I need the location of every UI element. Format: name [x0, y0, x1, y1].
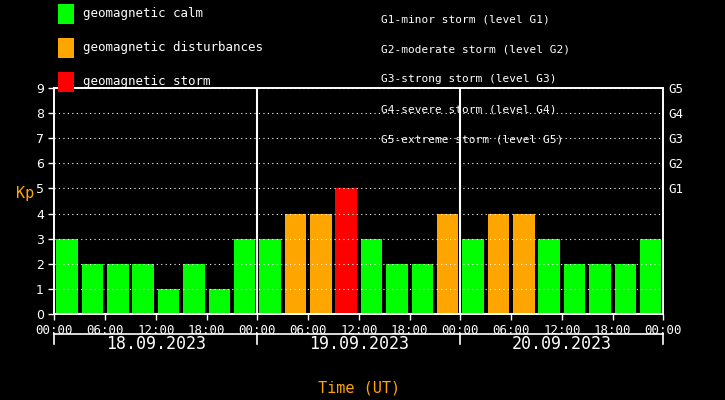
Bar [564, 264, 585, 314]
Bar [158, 289, 179, 314]
Bar [310, 214, 331, 314]
Text: geomagnetic calm: geomagnetic calm [83, 6, 203, 20]
Bar [133, 264, 154, 314]
Bar [589, 264, 610, 314]
Text: 19.09.2023: 19.09.2023 [309, 335, 409, 353]
Bar [361, 239, 382, 314]
Bar [539, 239, 560, 314]
Bar [107, 264, 128, 314]
Text: G2-moderate storm (level G2): G2-moderate storm (level G2) [381, 44, 570, 54]
Bar [260, 239, 281, 314]
Y-axis label: Kp: Kp [16, 186, 34, 201]
Text: Time (UT): Time (UT) [318, 380, 400, 395]
Bar [209, 289, 230, 314]
Bar [513, 214, 534, 314]
Bar [183, 264, 204, 314]
Text: G1-minor storm (level G1): G1-minor storm (level G1) [381, 14, 550, 24]
Bar [488, 214, 509, 314]
Bar [386, 264, 407, 314]
Text: geomagnetic storm: geomagnetic storm [83, 74, 210, 88]
Bar [412, 264, 433, 314]
Bar [82, 264, 103, 314]
Text: geomagnetic disturbances: geomagnetic disturbances [83, 40, 262, 54]
Bar [615, 264, 636, 314]
Bar [234, 239, 255, 314]
Text: 18.09.2023: 18.09.2023 [106, 335, 206, 353]
Text: 20.09.2023: 20.09.2023 [512, 335, 612, 353]
Bar [57, 239, 78, 314]
Text: G3-strong storm (level G3): G3-strong storm (level G3) [381, 74, 556, 84]
Bar [437, 214, 458, 314]
Bar [336, 188, 357, 314]
Bar [285, 214, 306, 314]
Text: G4-severe storm (level G4): G4-severe storm (level G4) [381, 104, 556, 114]
Text: G5-extreme storm (level G5): G5-extreme storm (level G5) [381, 134, 563, 144]
Bar [463, 239, 484, 314]
Bar [640, 239, 661, 314]
